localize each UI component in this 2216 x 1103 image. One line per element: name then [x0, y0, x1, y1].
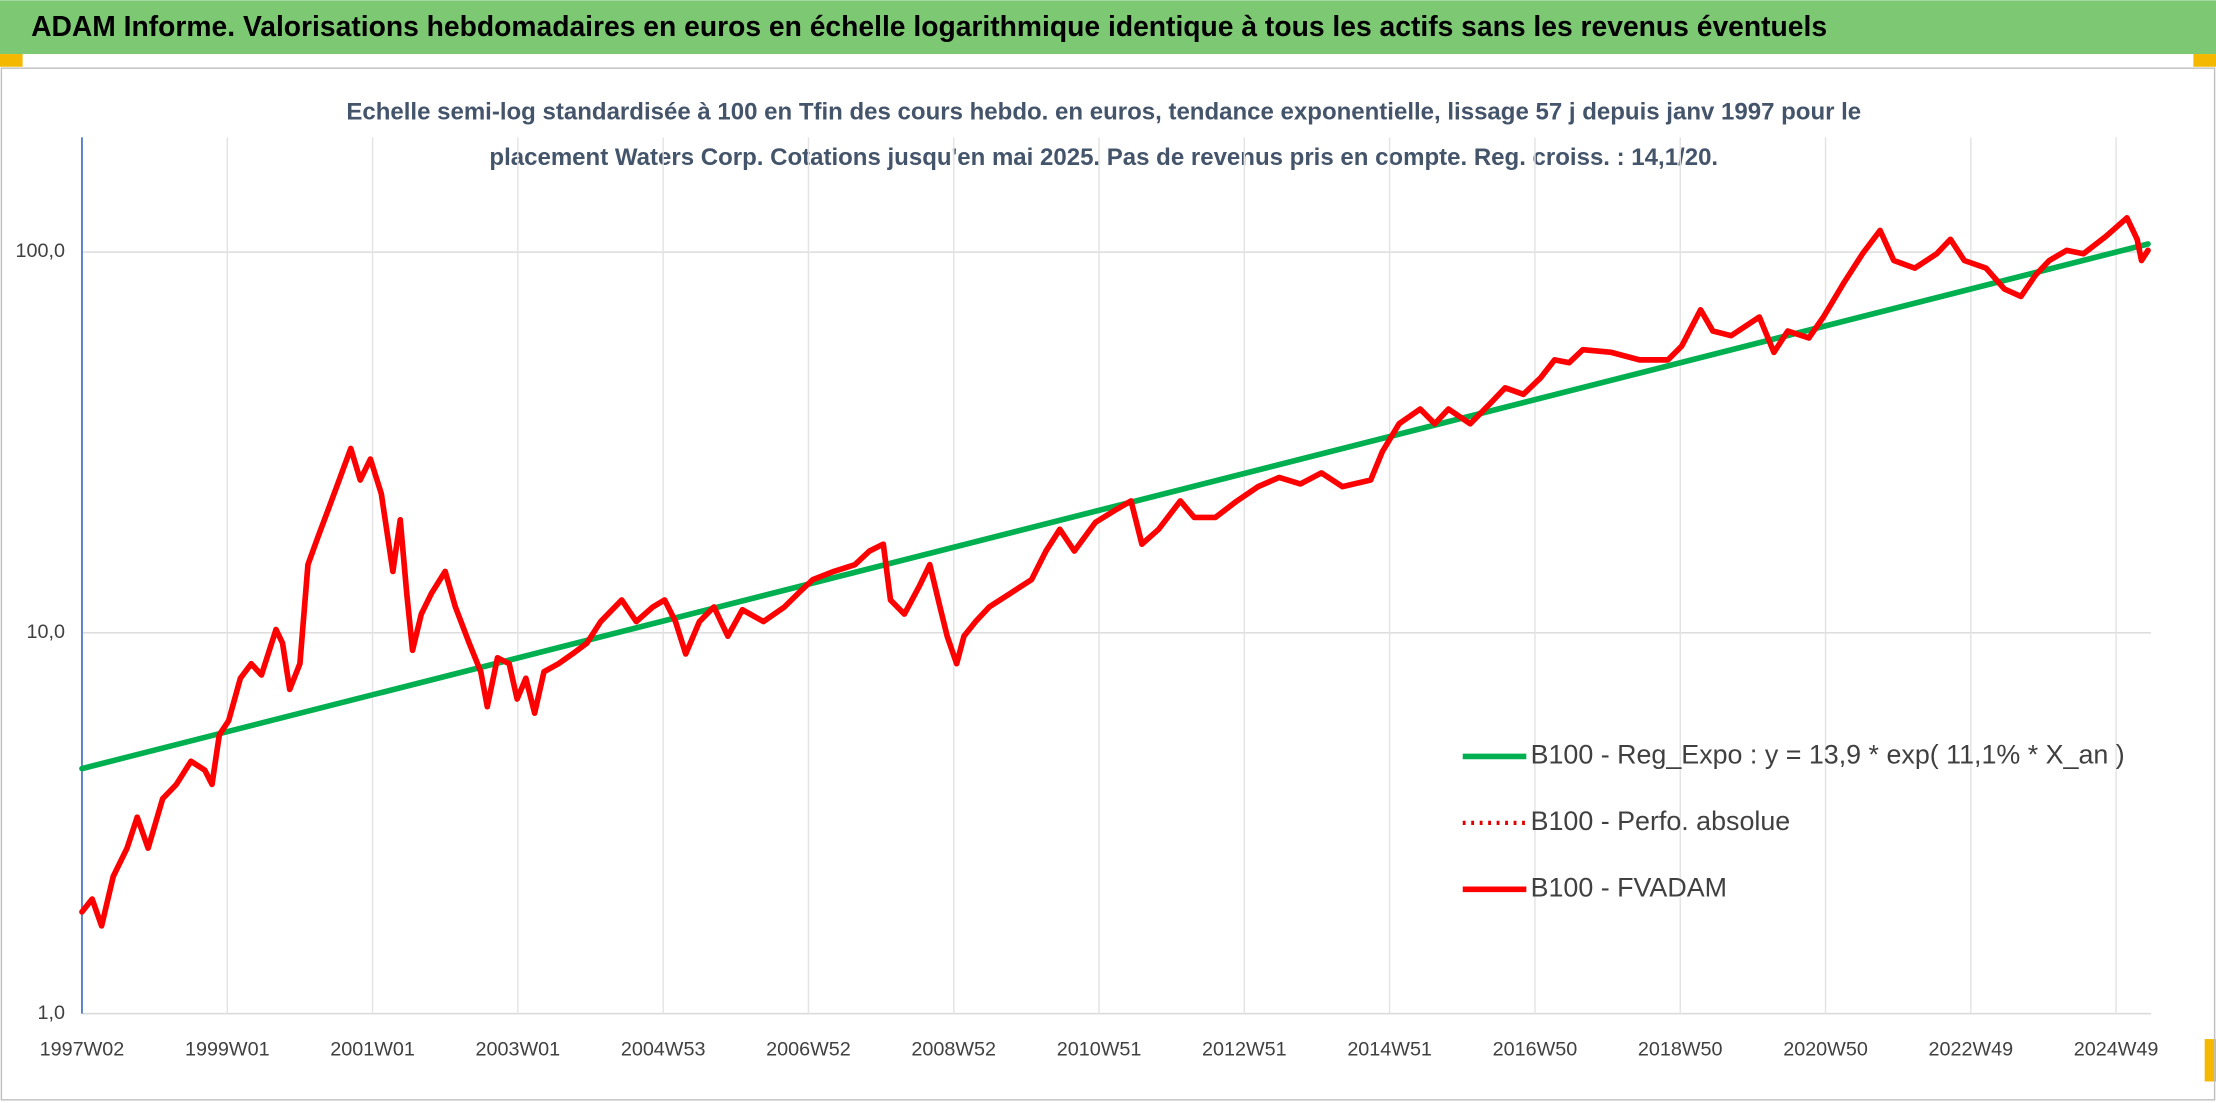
legend-label: B100 - FVADAM: [1531, 872, 1727, 902]
legend-label: B100 - Perfo. absolue: [1531, 806, 1791, 836]
y-tick-label: 100,0: [16, 240, 65, 262]
x-tick-label: 2020W50: [1783, 1039, 1868, 1061]
chart-subtitle: placement Waters Corp. Cotations jusqu'e…: [489, 144, 1718, 171]
x-tick-label: 2024W49: [2074, 1039, 2159, 1061]
x-tick-label: 1999W01: [185, 1039, 270, 1061]
chart-border: [0, 67, 2216, 1101]
x-tick-label: 2016W50: [1493, 1039, 1578, 1061]
x-tick-label: 2008W52: [911, 1039, 996, 1061]
y-tick-label: 10,0: [27, 621, 65, 643]
x-tick-label: 2018W50: [1638, 1039, 1723, 1061]
x-tick-label: 2010W51: [1057, 1039, 1142, 1061]
x-tick-label: 2004W53: [621, 1039, 706, 1061]
x-tick-label: 2001W01: [330, 1039, 415, 1061]
corner: [0, 54, 23, 67]
chart-title: ADAM Informe. Valorisations hebdomadaire…: [31, 10, 1827, 42]
legend-label: B100 - Reg_Expo : y = 13,9 * exp( 11,1% …: [1531, 740, 2125, 770]
x-tick-label: 2022W49: [1929, 1039, 2014, 1061]
x-tick-label: 2014W51: [1347, 1039, 1432, 1061]
chart-subtitle: Echelle semi-log standardisée à 100 en T…: [346, 99, 1861, 126]
corner: [2193, 54, 2216, 67]
corner: [2204, 1039, 2216, 1082]
x-tick-label: 1997W02: [40, 1039, 125, 1061]
y-tick-label: 1,0: [38, 1002, 65, 1024]
x-tick-label: 2003W01: [476, 1039, 561, 1061]
series-line: [79, 241, 2151, 772]
x-tick-label: 2006W52: [766, 1039, 851, 1061]
header-bar: [0, 0, 2216, 55]
x-tick-label: 2012W51: [1202, 1039, 1287, 1061]
series-line: [79, 215, 2151, 929]
